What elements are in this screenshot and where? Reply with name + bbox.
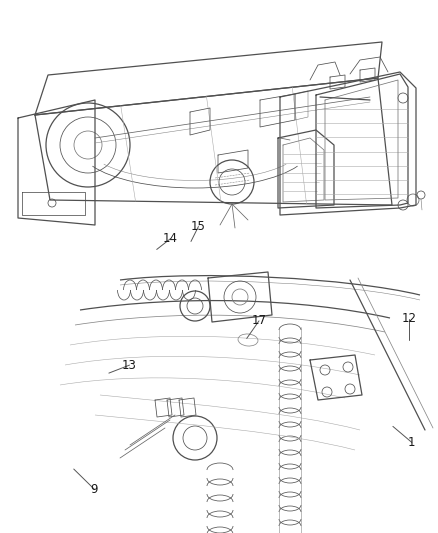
Text: 14: 14	[162, 232, 177, 245]
Text: 15: 15	[191, 220, 205, 233]
Text: 9: 9	[90, 483, 98, 496]
Text: 13: 13	[122, 359, 137, 372]
Text: 12: 12	[401, 312, 416, 325]
Text: 1: 1	[407, 436, 415, 449]
Text: 17: 17	[251, 314, 266, 327]
